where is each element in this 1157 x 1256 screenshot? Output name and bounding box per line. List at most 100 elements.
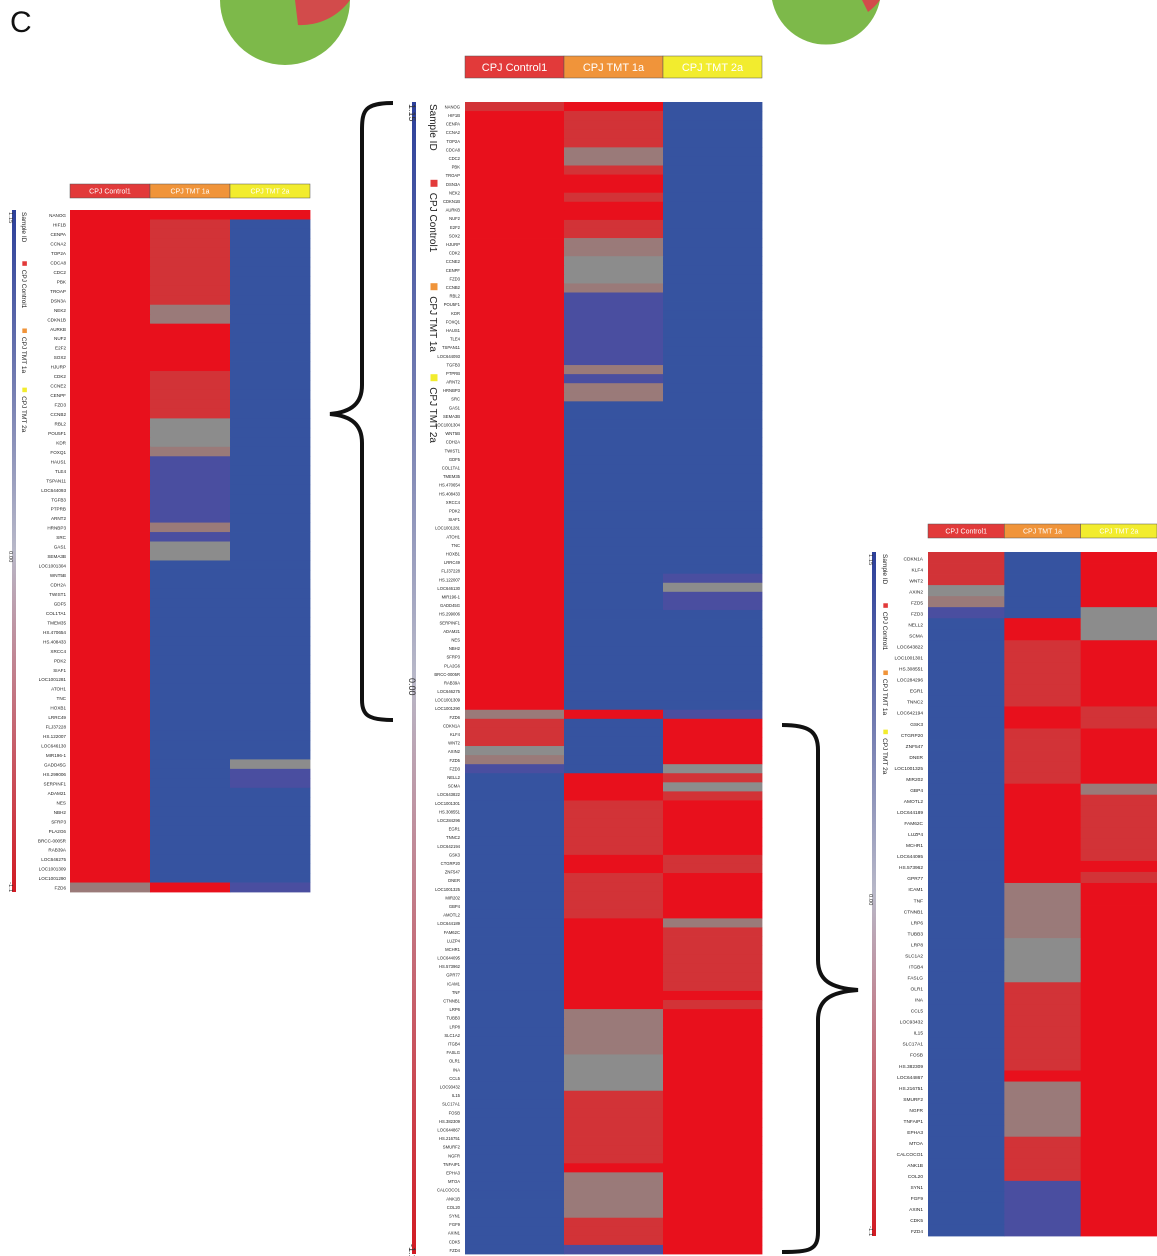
heatmap-cell — [70, 541, 151, 552]
right-panel: CPJ Control1 CPJ TMT 1a CPJ TMT 2a CDKN1A KL… — [867, 523, 1157, 1237]
row-label: LRP6 — [911, 920, 923, 926]
heatmap-cell — [465, 1154, 565, 1164]
heatmap-cell — [1004, 805, 1082, 818]
heatmap-cell — [663, 972, 763, 983]
sample-legend: Sample ID CPJ Control1 CPJ TMT 1a CPJ TMT 2… — [20, 212, 27, 433]
heatmap-cell — [564, 1235, 664, 1246]
heatmap-cell — [564, 936, 664, 946]
heatmap-cell — [564, 873, 664, 883]
heatmap-cell — [465, 247, 565, 257]
row-label: SCMA — [909, 634, 924, 640]
row-label: CDCA8 — [50, 260, 66, 265]
heatmap-cell — [1004, 960, 1082, 972]
row-label: RBL2 — [450, 294, 461, 299]
heatmap-cell — [1004, 1059, 1082, 1071]
row-label: MCHR1 — [445, 947, 461, 952]
heatmap-cell — [663, 746, 763, 756]
heatmap-cell — [564, 664, 664, 674]
heatmap-cell — [465, 147, 565, 157]
heatmap-cell — [928, 971, 1005, 983]
legend-swatch — [430, 374, 438, 382]
scale-label: 1.15 — [407, 104, 417, 122]
heatmap-cell — [1080, 1004, 1157, 1016]
heatmap-cell — [1004, 1092, 1082, 1105]
row-label: WNT2 — [448, 741, 461, 746]
row-label: LOC642194 — [437, 844, 460, 849]
row-label: CTNNB1 — [443, 999, 460, 1004]
row-label: HS.308551 — [899, 667, 923, 673]
heatmap-cell — [1080, 783, 1157, 796]
heatmap-cell — [465, 346, 565, 357]
heatmap-cell — [465, 573, 565, 584]
heatmap-cell — [465, 138, 565, 148]
row-label: AURKB — [446, 208, 461, 213]
heatmap-cell — [70, 371, 151, 381]
heatmap-cell — [1080, 607, 1157, 619]
heatmap-cell — [150, 806, 231, 817]
heatmap-cell — [70, 352, 151, 362]
heatmap-cell — [663, 727, 763, 738]
heatmap-cell — [465, 972, 565, 983]
row-label: KDR — [56, 440, 66, 445]
heatmap-cell — [465, 1009, 565, 1019]
heatmap-cell — [230, 314, 311, 325]
heatmap-cell — [663, 1117, 763, 1128]
heatmap-cell — [230, 427, 311, 438]
brace-right — [781, 723, 859, 1254]
heatmap-cell — [928, 552, 1005, 564]
heatmap-cell — [465, 927, 565, 937]
heatmap-cell — [1080, 827, 1157, 840]
legend-swatch — [22, 261, 27, 266]
row-label: CDH2A — [446, 440, 460, 445]
heatmap-cell — [1080, 684, 1157, 696]
row-label: SYN1 — [449, 1213, 461, 1218]
row-label: ATOH1 — [446, 534, 460, 539]
row-label: SMURF2 — [903, 1097, 923, 1103]
heatmap-cell — [1080, 1081, 1157, 1093]
heatmap-cell — [230, 276, 311, 287]
heatmap-cell — [230, 882, 311, 893]
heatmap-cell — [663, 709, 763, 720]
heatmap-cell — [564, 102, 664, 112]
row-label: XRCC4 — [446, 500, 461, 505]
heatmap-cell — [70, 854, 151, 864]
heatmap-cell — [663, 546, 763, 556]
heatmap-cell — [564, 355, 664, 366]
heatmap-cell — [564, 845, 664, 856]
row-label: FGF9 — [911, 1196, 924, 1202]
heatmap-cell — [1004, 750, 1082, 763]
row-label: SOX2 — [54, 355, 67, 360]
heatmap-cell — [150, 333, 231, 344]
heatmap-cell — [150, 882, 231, 893]
column-header-label: CPJ Control1 — [482, 62, 547, 74]
heatmap-cell — [1080, 1202, 1157, 1215]
row-label: PBK — [452, 165, 461, 170]
heatmap-cell — [150, 816, 231, 827]
heatmap-cell — [465, 102, 565, 112]
row-label: LRP8 — [450, 1024, 461, 1029]
heatmap-cell — [465, 1208, 565, 1219]
heatmap-cell — [70, 693, 151, 703]
heatmap-cell — [928, 651, 1005, 663]
heatmap-cell — [1004, 1202, 1082, 1215]
heatmap-cell — [465, 283, 565, 293]
heatmap-cell — [230, 655, 311, 666]
row-label: HS.470654 — [439, 483, 461, 488]
heatmap-cell — [564, 628, 664, 638]
heatmap-cell — [465, 210, 565, 221]
heatmap-cell — [564, 1090, 664, 1101]
heatmap-cell — [663, 646, 763, 656]
row-label: LOC1001309 — [39, 867, 67, 872]
heatmap-cell — [230, 210, 311, 220]
heatmap-cell — [230, 399, 311, 410]
heatmap-cell — [465, 1045, 565, 1055]
heatmap-cell — [465, 455, 565, 466]
heatmap-cell — [564, 1181, 664, 1191]
heatmap-cell — [928, 706, 1005, 718]
heatmap-cell — [465, 355, 565, 366]
heatmap-cell — [150, 418, 231, 429]
heatmap-cell — [663, 492, 763, 502]
row-label: LOC1001325 — [435, 887, 461, 892]
heatmap-cell — [663, 854, 763, 865]
row-label: PBK — [57, 279, 67, 284]
